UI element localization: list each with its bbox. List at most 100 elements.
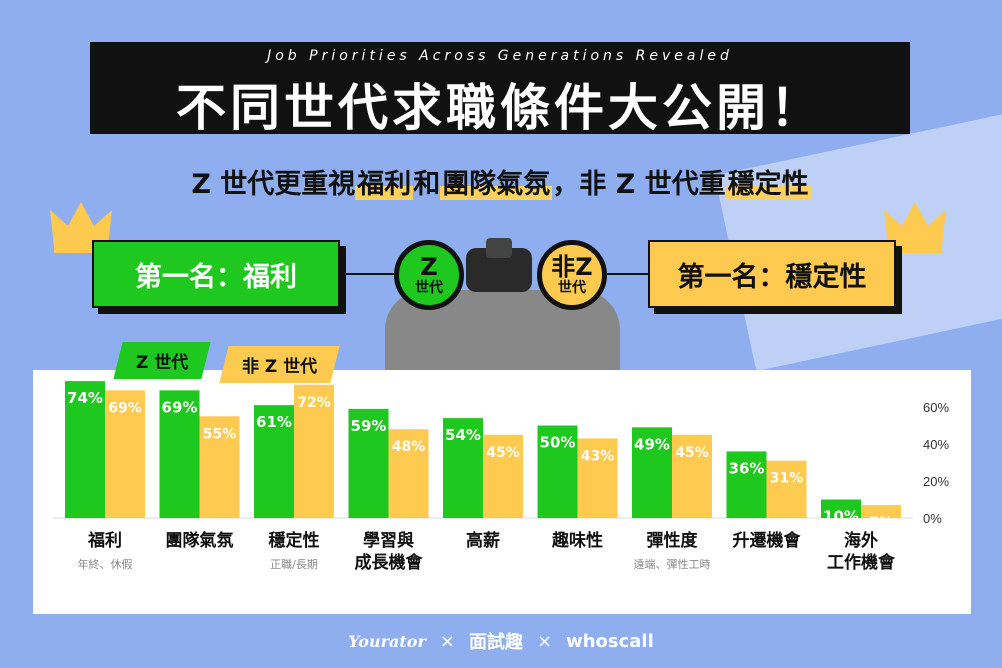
x-tick-label: 彈性度 — [647, 530, 699, 551]
bar-gen-z — [821, 499, 861, 518]
data-label-non-z: 72% — [297, 395, 331, 411]
subheadline: Z 世代更重視福利和團隊氣氛，非 Z 世代重穩定性 — [0, 162, 1002, 201]
edge-bump — [92, 594, 106, 614]
edge-bump — [344, 594, 358, 614]
edge-bump — [56, 594, 70, 614]
bar-non-z — [672, 434, 712, 518]
edge-bump — [632, 594, 646, 614]
subheadline-highlight: 福利 — [355, 169, 414, 200]
logo-separator: × — [536, 630, 553, 652]
logo-separator: × — [439, 630, 455, 652]
x-tick-label: 穩定性 — [269, 530, 320, 551]
edge-bump — [884, 594, 898, 614]
logo-yourator: Yourator — [348, 631, 426, 651]
bar-non-z — [105, 390, 145, 518]
edge-bump — [650, 594, 664, 614]
edge-bump — [668, 594, 682, 614]
crown-icon-right — [884, 202, 946, 253]
edge-bump — [938, 594, 952, 614]
edge-bump — [236, 594, 250, 614]
x-tick-label: 團隊氣氛 — [166, 530, 234, 551]
data-label-non-z: 45% — [675, 445, 709, 461]
x-tick-label: 海外 — [844, 530, 878, 551]
edge-bump — [380, 594, 394, 614]
edge-bump — [416, 594, 430, 614]
edge-bump — [578, 594, 592, 614]
bar-non-z — [294, 384, 334, 518]
data-label-non-z: 55% — [203, 426, 237, 442]
data-label-gen-z: 74% — [67, 389, 103, 407]
bar-non-z — [766, 460, 807, 518]
title-banner: Job Priorities Across Generations Reveal… — [90, 42, 910, 137]
edge-bump — [506, 594, 520, 614]
edge-bump — [722, 594, 736, 614]
edge-bump — [146, 594, 160, 614]
data-label-gen-z: 54% — [445, 426, 481, 444]
edge-bump — [218, 594, 232, 614]
edge-bump — [686, 594, 700, 614]
edge-bump — [200, 594, 214, 614]
data-label-gen-z: 61% — [256, 413, 292, 431]
logo-whoscall: whoscall — [566, 630, 654, 652]
y-tick-label: 60% — [923, 400, 949, 415]
edge-bump — [794, 594, 808, 614]
edge-bump — [308, 594, 322, 614]
edge-bump — [362, 594, 376, 614]
edge-bump — [254, 594, 268, 614]
x-tick-label: 趣味性 — [551, 530, 603, 551]
y-tick-label: 20% — [923, 474, 949, 489]
lens-label: 世代 — [558, 280, 586, 296]
edge-bump — [830, 594, 844, 614]
bar-non-z — [199, 416, 240, 518]
connector-line-right — [606, 273, 650, 275]
edge-bump — [866, 594, 880, 614]
edge-bump — [452, 594, 466, 614]
edge-bump — [110, 594, 124, 614]
edge-bump — [920, 594, 934, 614]
y-tick-label: 0% — [923, 511, 942, 526]
edge-bump — [164, 594, 178, 614]
subheadline-part: Z 世代更重視 — [191, 169, 356, 200]
english-subtitle: Job Priorities Across Generations Reveal… — [267, 48, 733, 64]
edge-bump — [614, 594, 628, 614]
bar-gen-z — [348, 408, 389, 518]
page-title: 不同世代求職條件大公開！ — [176, 79, 824, 137]
subheadline-highlight: 穩定性 — [725, 169, 811, 200]
crown-icon-left — [50, 202, 112, 253]
edge-bump — [902, 594, 916, 614]
subheadline-part: 和 — [413, 169, 441, 200]
edge-bump — [812, 594, 826, 614]
data-label-gen-z: 10% — [823, 508, 859, 526]
data-label-gen-z: 59% — [351, 417, 387, 435]
bar-non-z — [577, 438, 618, 518]
edge-bump — [290, 594, 304, 614]
edge-bump — [524, 594, 538, 614]
connector-line-left — [340, 273, 396, 275]
data-label-gen-z: 36% — [729, 459, 765, 477]
x-tick-label: 學習與 — [363, 530, 414, 551]
bar-gen-z — [159, 390, 200, 518]
bar-gen-z — [632, 427, 672, 518]
data-label-gen-z: 69% — [162, 398, 198, 416]
edge-bump — [848, 594, 862, 614]
edge-bump — [182, 594, 196, 614]
rank-box-non-z: 第一名：穩定性 — [648, 240, 896, 308]
bar-gen-z — [254, 405, 294, 518]
binocular-lens-gen-z: Z 世代 — [394, 240, 464, 310]
edge-bump — [128, 594, 142, 614]
edge-bump — [434, 594, 448, 614]
binocular-lens-non-z: 非Z 世代 — [537, 240, 607, 310]
edge-bump — [470, 594, 484, 614]
edge-bump — [596, 594, 610, 614]
data-label-non-z: 31% — [770, 471, 804, 487]
x-tick-label: 成長機會 — [355, 552, 424, 573]
bar-gen-z — [65, 381, 105, 518]
subheadline-highlight: 團隊氣氛 — [440, 169, 553, 200]
category-note: 遠端、彈性工時 — [634, 557, 711, 571]
lens-label: 世代 — [415, 280, 443, 296]
x-tick-label: 高薪 — [466, 530, 500, 551]
bar-non-z — [388, 429, 429, 518]
category-note: 年終、休假 — [78, 557, 133, 571]
